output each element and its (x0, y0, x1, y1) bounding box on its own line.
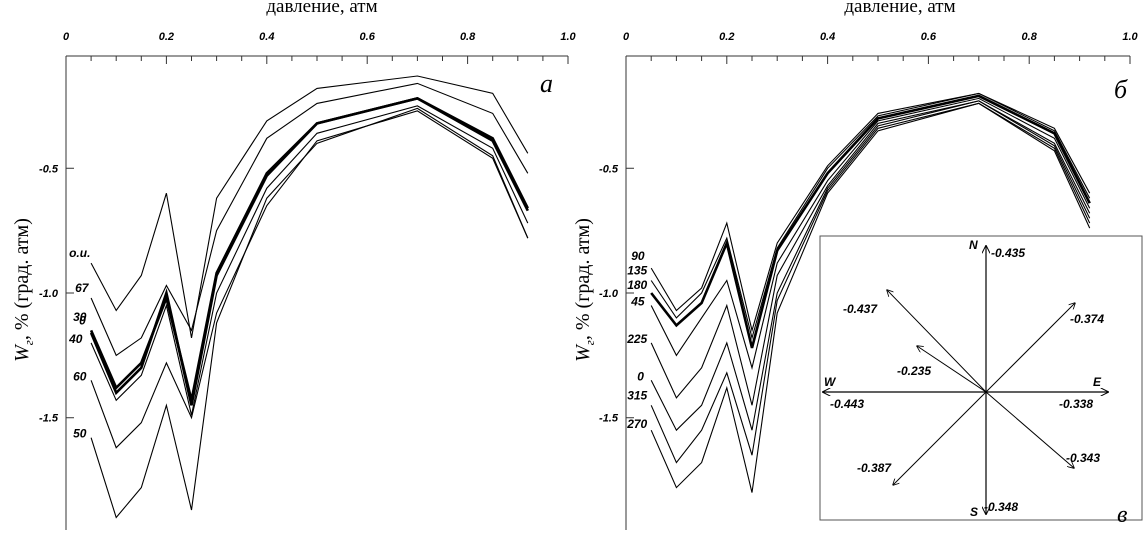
x-tick-label: 0.8 (1022, 31, 1038, 43)
dir-n-letter: N (969, 238, 978, 252)
panel-b-ylabel-sub: г (582, 340, 597, 345)
y-tick-label: -1.0 (599, 288, 619, 300)
arrow-nw (887, 290, 987, 393)
series-line (650, 94, 1091, 349)
x-tick-label: 0.6 (921, 31, 937, 43)
panel-a: давление, атм 0 0.2 0.4 0.6 0.8 1.0 -0.5 -1.0 -1… (11, 0, 577, 530)
x-tick-label: 0.4 (820, 31, 835, 43)
dir-w-letter: W (824, 375, 837, 389)
series-line (650, 92, 1091, 341)
panel-a-xlabel: давление, атм (266, 0, 377, 17)
panel-b-ylabel-rest: , % (град. атм) (572, 218, 594, 340)
x-tick-label: 0 (63, 31, 70, 43)
panel-b-ylabel-main: W (572, 343, 594, 362)
arrow-nw-inner (917, 346, 987, 393)
y-tick-label: -1.5 (39, 413, 59, 425)
series-label: 225 (626, 332, 647, 346)
y-tick-label: -0.5 (599, 163, 619, 175)
panel-v-label: в (1117, 502, 1127, 528)
panel-b-ylabel: Wг, % (град. атм) (572, 218, 597, 362)
x-tick-label: 0.4 (259, 31, 274, 43)
series-line (90, 75, 529, 338)
x-tick-label: 0 (623, 31, 630, 43)
series-line (650, 102, 1091, 464)
arrow-sw (893, 391, 987, 485)
series-label: 135 (627, 264, 647, 278)
panel-b: давление, атм 0 0.2 0.4 0.6 0.8 1.0 -0.5 -1.0 -1… (572, 0, 1139, 530)
panel-v-frame (819, 235, 1143, 521)
arrow-se (985, 391, 1074, 468)
panel-a-axes: 0 0.2 0.4 0.6 0.8 1.0 -0.5 -1.0 -1.5 (39, 31, 577, 530)
x-tick-label: 0.2 (159, 31, 174, 43)
series-label: 0 (79, 313, 86, 327)
panel-a-ylabel: Wг, % (град. атм) (11, 218, 36, 362)
x-tick-label: 1.0 (1122, 31, 1138, 43)
series-label: 67 (75, 281, 90, 295)
panel-b-axes: 0 0.2 0.4 0.6 0.8 1.0 -0.5 -1.0 -1.5 (599, 31, 1139, 530)
dir-s-letter: S (970, 505, 978, 519)
series-line (90, 105, 529, 416)
series-label: 90 (631, 249, 645, 263)
panel-a-ylabel-sub: г (21, 340, 36, 345)
series-label: 315 (627, 388, 647, 402)
panel-b-label: б (1114, 75, 1128, 104)
series-label: 45 (630, 294, 645, 308)
series-label: 0 (637, 369, 644, 383)
x-tick-label: 0.2 (719, 31, 734, 43)
series-line (650, 100, 1091, 432)
panel-a-ylabel-rest: , % (град. атм) (11, 218, 33, 340)
series-line (90, 82, 529, 357)
series-line (90, 107, 529, 519)
dir-e-value: -0.338 (1059, 397, 1093, 411)
series-label: 50 (73, 427, 87, 441)
series-label: 40 (68, 332, 83, 346)
y-tick-label: -1.5 (599, 413, 619, 425)
diag-ne-value: -0.374 (1070, 312, 1104, 326)
diag-nw-inner-value: -0.235 (897, 364, 931, 378)
diag-se-value: -0.343 (1066, 451, 1100, 465)
dir-s-value: -0.348 (984, 500, 1018, 514)
series-line (650, 100, 1091, 406)
dir-e-letter: E (1093, 375, 1102, 389)
panel-a-ylabel-main: W (11, 343, 33, 362)
series-line (89, 97, 529, 406)
x-tick-label: 0.8 (460, 31, 476, 43)
panel-b-xlabel: давление, атм (844, 0, 955, 17)
series-label: 30 (73, 310, 87, 324)
diag-nw-value: -0.437 (843, 302, 878, 316)
diag-sw-value: -0.387 (857, 461, 892, 475)
series-line (90, 110, 529, 449)
x-tick-label: 0.6 (360, 31, 376, 43)
dir-n-value: -0.435 (991, 246, 1025, 260)
panel-a-label: а (540, 69, 553, 98)
series-label: 60 (73, 369, 87, 383)
y-tick-label: -1.0 (39, 288, 59, 300)
series-line (650, 102, 1091, 493)
series-line (89, 97, 529, 401)
series-label: 180 (627, 278, 647, 292)
series-label: 270 (626, 417, 647, 431)
y-tick-label: -0.5 (39, 163, 59, 175)
x-tick-label: 1.0 (560, 31, 576, 43)
series-label: o.u. (69, 246, 90, 260)
dir-w-value: -0.443 (830, 397, 864, 411)
panel-v: N -0.435 E -0.338 S -0.348 W -0.443 -0.3… (819, 235, 1143, 528)
arrow-ne (985, 303, 1075, 393)
series-line (650, 97, 1091, 370)
series-line (650, 92, 1091, 333)
panel-a-lines: o.u. 67 030 40 60 50 (68, 75, 529, 519)
